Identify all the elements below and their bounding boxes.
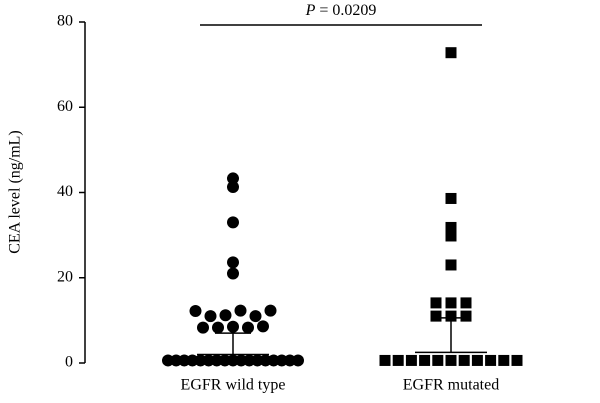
- data-point: [212, 321, 224, 334]
- data-point: [257, 320, 269, 333]
- data-point: [445, 297, 457, 309]
- data-point: [264, 304, 277, 317]
- data-point: [445, 354, 457, 366]
- data-point: [219, 309, 232, 322]
- data-point: [379, 354, 391, 366]
- data-point: [227, 320, 239, 333]
- data-point: [445, 221, 457, 233]
- data-point: [242, 321, 254, 334]
- data-point: [445, 230, 457, 242]
- annotation-value: = 0.0209: [319, 2, 376, 19]
- data-point: [460, 297, 472, 309]
- data-point: [204, 310, 217, 323]
- data-point: [227, 216, 239, 229]
- y-tick-label: 20: [57, 268, 73, 285]
- data-point: [392, 354, 404, 366]
- x-tick-label: EGFR mutated: [403, 377, 499, 394]
- annotation: P = 0.0209: [305, 2, 377, 19]
- data-point: [458, 354, 470, 366]
- data-point: [419, 354, 431, 366]
- data-point: [292, 354, 304, 367]
- y-tick-label: 0: [65, 354, 73, 371]
- data-point: [405, 354, 417, 366]
- data-point: [189, 304, 202, 317]
- data-point: [227, 180, 239, 193]
- data-point: [430, 310, 442, 322]
- data-point: [445, 192, 457, 204]
- annotation-p: P: [305, 2, 316, 19]
- data-point: [485, 354, 497, 366]
- data-point: [234, 304, 247, 317]
- data-point: [511, 354, 523, 366]
- data-point: [227, 172, 239, 185]
- data-point: [471, 354, 483, 366]
- data-point: [227, 256, 239, 269]
- y-tick-label: 80: [57, 13, 73, 30]
- y-tick-label: 40: [57, 183, 73, 200]
- data-point: [445, 47, 457, 59]
- data-point: [445, 259, 457, 271]
- data-point: [249, 310, 262, 323]
- data-point: [460, 310, 472, 322]
- y-axis-label: CEA level (ng/mL): [7, 130, 24, 254]
- data-point: [227, 267, 239, 280]
- data-point: [498, 354, 510, 366]
- data-point: [197, 321, 209, 334]
- y-tick-label: 60: [57, 98, 73, 115]
- data-point: [445, 310, 457, 322]
- x-tick-label: EGFR wild type: [181, 377, 286, 394]
- data-point: [432, 354, 444, 366]
- data-point: [430, 297, 442, 309]
